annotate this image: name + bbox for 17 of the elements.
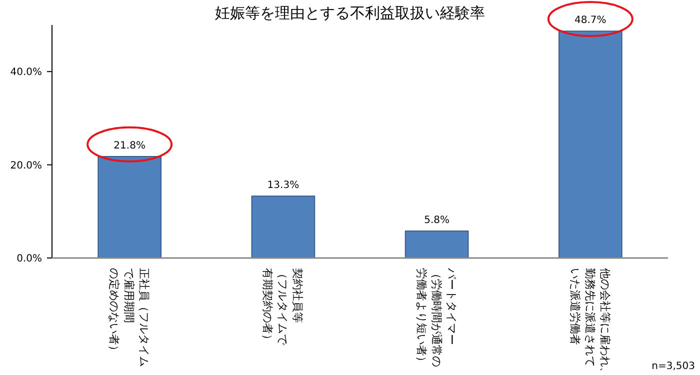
bar [558, 30, 622, 258]
y-tick-label: 20.0% [10, 160, 42, 172]
y-tick-label: 40.0% [10, 67, 42, 78]
text: n=3,503 [652, 361, 695, 372]
x-tick-label: パートタイマー（労働時間が通常の労働者より短い者） [415, 267, 458, 367]
x-tick-label: 正社員（フルタイムで雇用期間の定めのない者） [108, 268, 152, 367]
y-tick-label: 0.0% [16, 254, 42, 264]
data-label: 13.3% [267, 180, 300, 192]
data-label: 48.7% [574, 15, 606, 26]
data-label: 5.8% [424, 214, 450, 226]
bar [98, 156, 162, 258]
bar [404, 230, 469, 258]
x-tick-label: 契約社員等（フルタイムで有期契約の者） [262, 268, 305, 346]
x-tick-label: 他の会社等に雇われ、勤務先に派遣されていた派遣労働者 [568, 268, 612, 375]
data-label: 21.8% [114, 140, 146, 152]
chart-title: 妊娠等を理由とする不利益取扱い経験率 [215, 4, 485, 22]
bar [251, 196, 316, 258]
